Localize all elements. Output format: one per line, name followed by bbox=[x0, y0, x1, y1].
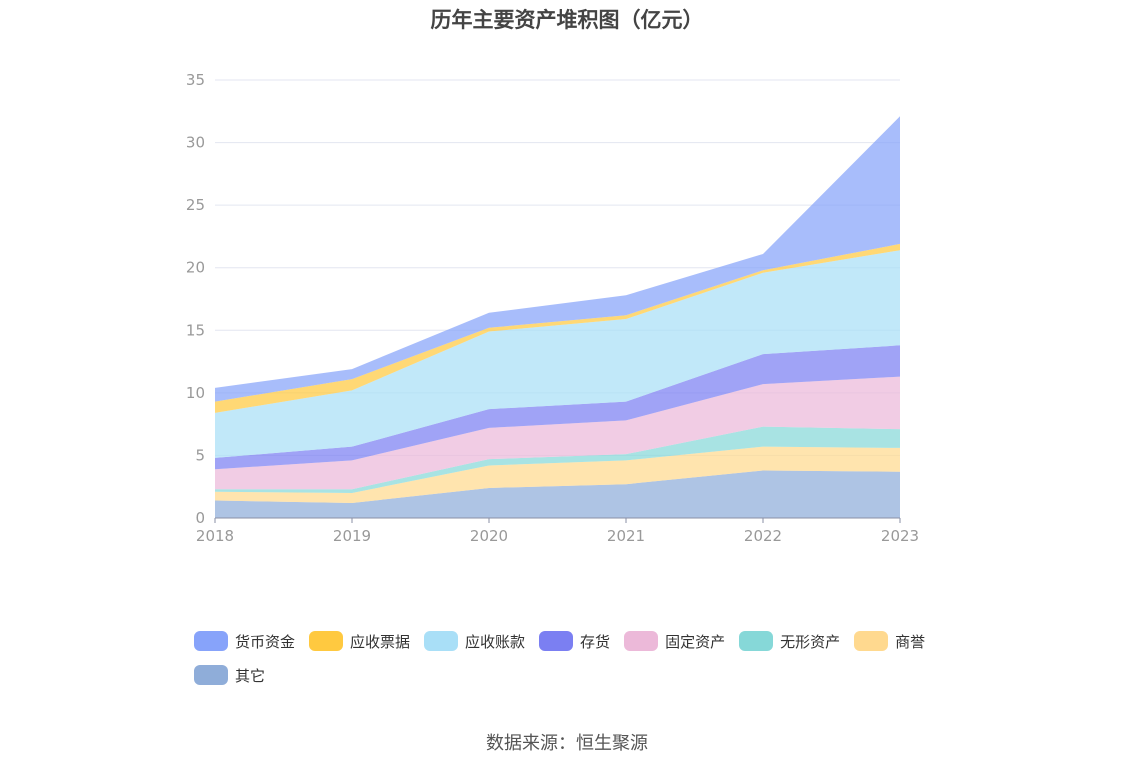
legend-swatch bbox=[309, 631, 344, 651]
legend-label: 其它 bbox=[235, 666, 266, 685]
legend-label: 应收票据 bbox=[350, 632, 411, 651]
area-series[interactable] bbox=[215, 250, 900, 458]
area-series[interactable] bbox=[215, 345, 900, 470]
legend-swatch bbox=[624, 631, 659, 651]
area-series[interactable] bbox=[215, 470, 900, 518]
legend-label: 无形资产 bbox=[780, 632, 841, 651]
legend-swatch bbox=[194, 665, 228, 685]
area-series[interactable] bbox=[215, 426, 900, 493]
x-tick-label: 2021 bbox=[607, 527, 645, 545]
y-tick-label: 0 bbox=[195, 509, 205, 527]
y-tick-label: 25 bbox=[186, 196, 205, 214]
x-tick-label: 2020 bbox=[470, 527, 508, 545]
axis-layer: 0 5 10 15 20 25 30 35 2018 2019 2020 2021 2022 2023 bbox=[186, 71, 919, 545]
legend-label: 货币资金 bbox=[235, 632, 296, 651]
area-series[interactable] bbox=[215, 446, 900, 503]
legend-item[interactable]: 其它 bbox=[194, 664, 265, 686]
x-tick-label: 2019 bbox=[333, 527, 371, 545]
area-series[interactable] bbox=[215, 376, 900, 490]
x-tick-label: 2023 bbox=[881, 527, 919, 545]
data-source: 数据来源：恒生聚源 bbox=[486, 733, 648, 754]
y-tick-label: 30 bbox=[186, 134, 205, 152]
legend-swatch bbox=[424, 631, 459, 651]
legend-label: 商誉 bbox=[895, 632, 926, 651]
y-tick-label: 15 bbox=[186, 321, 205, 339]
legend-swatch bbox=[854, 631, 889, 651]
area-series[interactable] bbox=[215, 116, 900, 402]
legend-item[interactable]: 应收账款 bbox=[424, 630, 525, 652]
legend-label: 固定资产 bbox=[665, 632, 726, 651]
legend-swatch bbox=[194, 631, 228, 651]
area-series[interactable] bbox=[215, 243, 900, 413]
x-tick-label: 2022 bbox=[744, 527, 782, 545]
x-tick-label: 2018 bbox=[196, 527, 234, 545]
y-tick-label: 20 bbox=[186, 259, 205, 277]
legend-item[interactable]: 固定资产 bbox=[624, 630, 725, 652]
legend-swatch bbox=[539, 631, 574, 651]
legend-item[interactable]: 商誉 bbox=[854, 630, 925, 652]
legend-label: 应收账款 bbox=[465, 632, 526, 651]
legend-item[interactable]: 存货 bbox=[539, 630, 610, 652]
legend-swatch bbox=[739, 631, 774, 651]
legend-item[interactable]: 应收票据 bbox=[309, 630, 410, 652]
legend: 货币资金 应收票据 应收账款 存货 固定资产 无形资产 商誉其它 bbox=[194, 630, 974, 686]
legend-label: 存货 bbox=[580, 632, 611, 651]
y-tick-label: 35 bbox=[186, 71, 205, 89]
legend-item[interactable]: 无形资产 bbox=[739, 630, 840, 652]
legend-item[interactable]: 货币资金 bbox=[194, 630, 295, 652]
y-tick-label: 10 bbox=[186, 384, 205, 402]
area-layer bbox=[215, 116, 900, 518]
chart-title: 历年主要资产堆积图（亿元） bbox=[430, 8, 704, 32]
y-tick-label: 5 bbox=[195, 446, 205, 464]
